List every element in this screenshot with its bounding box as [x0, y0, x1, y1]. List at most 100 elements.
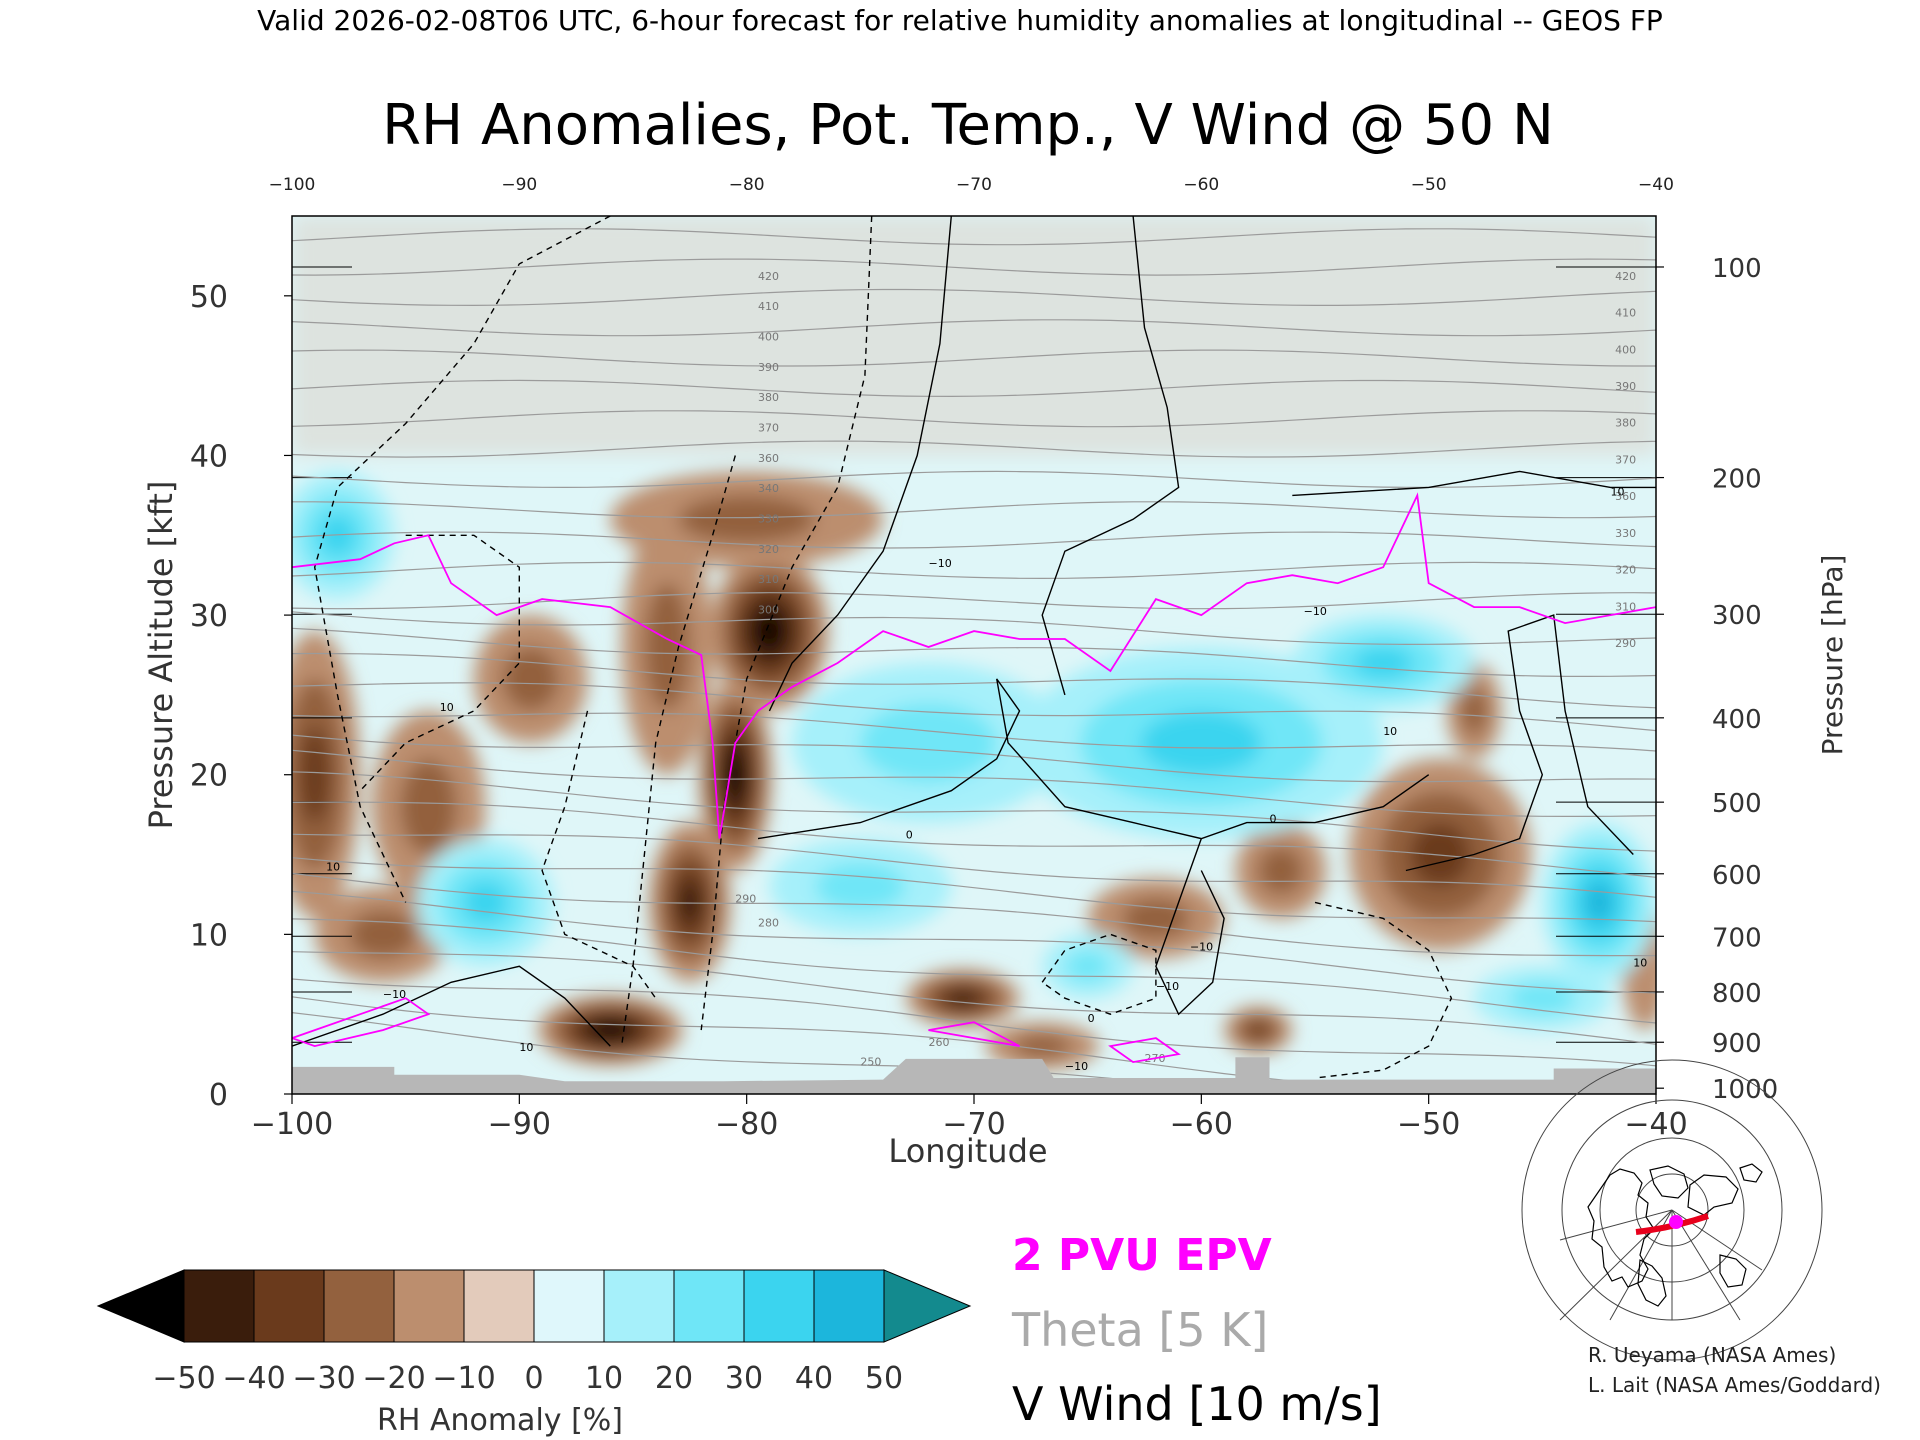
colorbar-segment: [813, 1269, 885, 1343]
v-wind-contour-label: 0: [1088, 1012, 1095, 1025]
theta-contour-label: 410: [1615, 307, 1636, 320]
theta-contour-line: [292, 288, 1656, 307]
colorbar-segment: [253, 1269, 325, 1343]
legend-epv: 2 PVU EPV: [1012, 1230, 1272, 1281]
theta-contour-label: 400: [758, 331, 779, 344]
rh-dry-anomaly: [678, 495, 815, 544]
pressure-tick-label: 300: [1712, 601, 1762, 631]
v-wind-positive-contour: [1292, 470, 1656, 497]
rh-anomaly-field: [292, 216, 1656, 1071]
theta-contour-line: [292, 801, 1656, 878]
valid-time-header: Valid 2026-02-08T06 UTC, 6-hour forecast…: [257, 4, 1663, 37]
theta-contour-label: 320: [1615, 564, 1636, 577]
colorbar-tick-label: −30: [292, 1361, 355, 1396]
y-tick-label: 20: [190, 759, 228, 794]
x-top-tick-label: −60: [1183, 175, 1219, 195]
theta-contour-line: [292, 652, 1656, 709]
x-top-tick-label: −80: [729, 175, 765, 195]
theta-contour-label: 410: [758, 300, 779, 313]
v-wind-positive-contour: [1041, 216, 1180, 696]
epv-2pvu-low-loop: [292, 997, 431, 1048]
colorbar-segment: [673, 1269, 745, 1343]
x-axis-top: −100 −90 −80 −70 −60 −50 −40: [269, 175, 1674, 195]
theta-contour-label: 310: [758, 573, 779, 586]
location-map-inset: [1521, 1059, 1823, 1361]
v-wind-contour-label: 10: [440, 701, 454, 714]
v-wind-contour-label: 0: [906, 829, 913, 842]
credit-line-2: L. Lait (NASA Ames/Goddard): [1588, 1373, 1881, 1397]
rh-moist-anomaly: [1140, 710, 1262, 775]
theta-contour-line: [292, 734, 1656, 783]
rh-moist-anomaly: [1064, 950, 1111, 983]
theta-contour-label: 420: [758, 270, 779, 283]
theta-contour-line: [292, 890, 1656, 994]
theta-contour-line: [292, 501, 1656, 519]
x-axis-label: Longitude: [888, 1132, 1047, 1170]
epv-2pvu-contour: [292, 492, 1656, 839]
theta-contour-line: [292, 410, 1656, 428]
colorbar: [96, 1269, 972, 1343]
colorbar-segment: [183, 1269, 255, 1343]
pressure-tick-label: 800: [1712, 979, 1762, 1009]
pressure-tick-label: 400: [1712, 705, 1762, 735]
v-wind-positive-contour: [768, 216, 952, 712]
theta-contour-label: 320: [758, 543, 779, 556]
v-wind-contour-label: 10: [1633, 956, 1647, 969]
x-tick-label: −100: [251, 1107, 333, 1142]
theta-contour-label: 340: [758, 482, 779, 495]
colorbar-segment: [533, 1269, 605, 1343]
theta-contour-label: 360: [1615, 490, 1636, 503]
colorbar-label: RH Anomaly [%]: [377, 1403, 623, 1438]
v-wind-negative-contour: [1041, 933, 1157, 1015]
theta-contour-label: 360: [758, 452, 779, 465]
v-wind-contour-label: 10: [326, 861, 340, 874]
rh-moist-anomaly: [1584, 882, 1614, 923]
theta-contour-label: 390: [1615, 380, 1636, 393]
cross-section-center-dot: [1669, 1215, 1683, 1229]
v-wind-positive-contour: [1155, 838, 1225, 1016]
v-wind-positive-contour: [1405, 614, 1634, 872]
colorbar-tick-label: 30: [725, 1361, 763, 1396]
legend-vwind: V Wind [10 m/s]: [1012, 1377, 1382, 1431]
theta-contour-label: 370: [758, 422, 779, 435]
colorbar-high-extension: [883, 1269, 972, 1343]
theta-contour-line: [292, 379, 1656, 398]
colorbar-tick-label: 40: [795, 1361, 833, 1396]
colorbar-tick-label: 50: [865, 1361, 903, 1396]
rh-dry-anomaly: [1258, 846, 1304, 895]
chart-title: RH Anomalies, Pot. Temp., V Wind @ 50 N: [382, 93, 1554, 158]
pressure-tick-label: 900: [1712, 1029, 1762, 1059]
pressure-tick-label: 200: [1712, 465, 1762, 495]
colorbar-tick-label: −40: [222, 1361, 285, 1396]
y-axis-left-label: Pressure Altitude [kft]: [142, 481, 180, 830]
v-wind-positive-contour: [757, 678, 1430, 840]
x-top-tick-label: −70: [956, 175, 992, 195]
v-wind-contour-label: −10: [1156, 980, 1179, 993]
ground-mask: [292, 1057, 1656, 1094]
rh-dry-anomaly: [1013, 1034, 1071, 1059]
rh-dry-anomaly: [1246, 1022, 1270, 1039]
theta-contour-line: [292, 872, 1656, 957]
rh-dry-anomaly: [1460, 686, 1488, 735]
y-tick-label: 40: [190, 439, 228, 474]
colorbar-low-extension: [96, 1269, 185, 1343]
x-tick-label: −40: [1624, 1107, 1687, 1142]
theta-contour-line: [292, 682, 1656, 732]
x-tick-label: −60: [1170, 1107, 1233, 1142]
theta-contour-line: [292, 198, 1656, 214]
epv-2pvu-low-loop: [1108, 1037, 1181, 1064]
rh-dry-anomaly: [399, 758, 457, 855]
theta-contour-line: [292, 319, 1656, 337]
y-tick-label: 0: [209, 1078, 228, 1113]
colorbar-segment: [393, 1269, 465, 1343]
v-wind-negative-contour: [313, 216, 611, 903]
v-wind-contour-label: 10: [1611, 485, 1625, 498]
v-wind-contour-label: 10: [1383, 725, 1397, 738]
epv-2pvu-low-loop: [928, 1021, 1020, 1047]
v-wind-contour-label: 0: [1270, 813, 1277, 826]
theta-contour-label: 420: [1615, 270, 1636, 283]
y-tick-label: 30: [190, 599, 228, 634]
theta-contour-label: 290: [1615, 637, 1636, 650]
theta-contour-label: 380: [758, 391, 779, 404]
x-axis: −100 −90 −80 −70 −60 −50 −40: [251, 1094, 1688, 1142]
